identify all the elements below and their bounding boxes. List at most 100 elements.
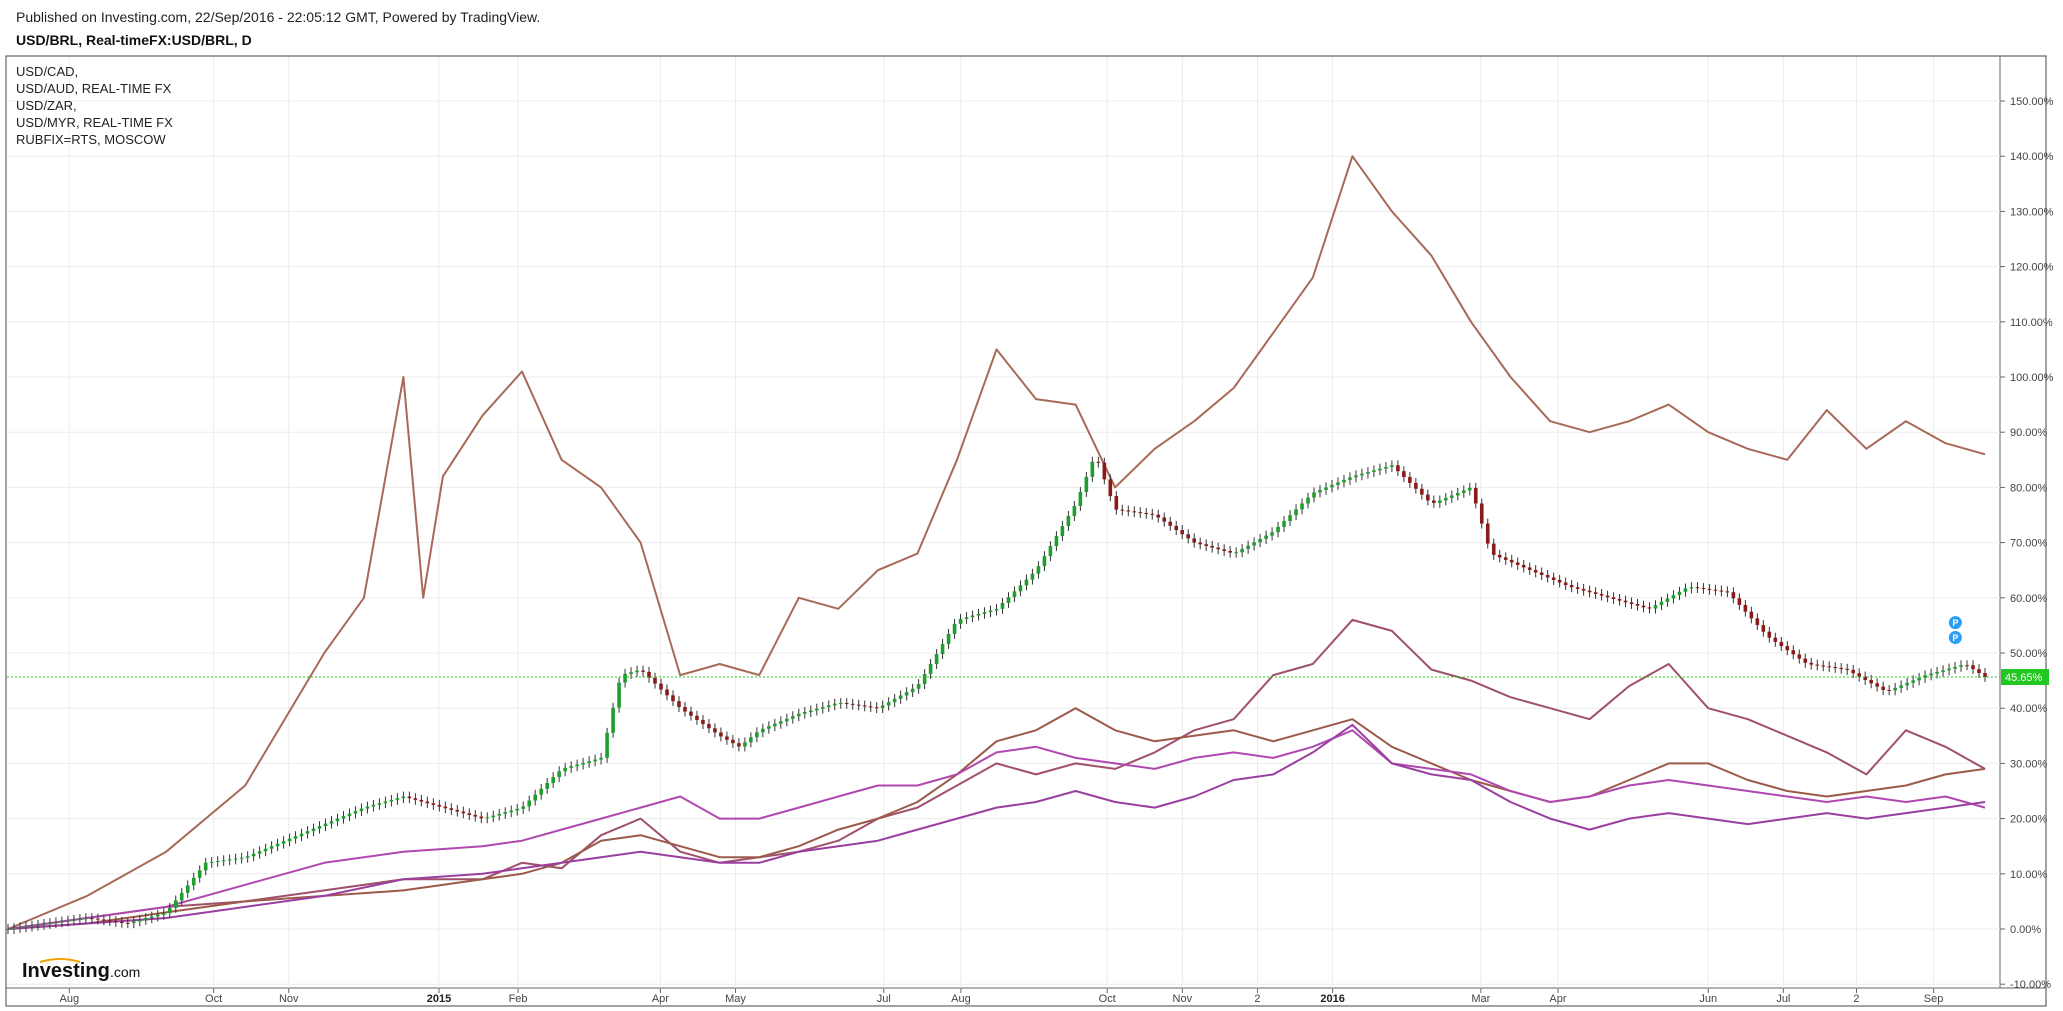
candle-body bbox=[862, 705, 867, 707]
candle-body bbox=[1971, 665, 1975, 670]
candle-body bbox=[1168, 521, 1173, 526]
candle-body bbox=[1647, 607, 1652, 609]
candle-body bbox=[66, 920, 70, 922]
candle-body bbox=[916, 684, 921, 689]
candle-body bbox=[713, 728, 717, 733]
candle-body bbox=[1527, 567, 1532, 570]
candle-body bbox=[48, 923, 52, 925]
x-tick-label: Nov bbox=[1173, 993, 1193, 1005]
candle-body bbox=[521, 806, 526, 809]
candle-body bbox=[575, 764, 579, 767]
candle-body bbox=[1192, 538, 1196, 543]
candle-body bbox=[1336, 482, 1340, 485]
last-price-label: 45.65% bbox=[2001, 669, 2049, 686]
candle-body bbox=[1839, 667, 1844, 669]
candle-body bbox=[1503, 557, 1508, 560]
candle-body bbox=[503, 812, 508, 814]
candle-body bbox=[1701, 588, 1706, 590]
candle-body bbox=[1479, 503, 1484, 524]
candle-body bbox=[191, 877, 196, 886]
candle-body bbox=[413, 798, 418, 800]
chart-frame bbox=[5, 55, 2047, 1007]
candle-body bbox=[1635, 603, 1640, 606]
candle-body bbox=[1120, 509, 1125, 511]
candle-body bbox=[1078, 491, 1083, 506]
x-tick-label: Apr bbox=[1549, 993, 1566, 1005]
chart-grid bbox=[7, 57, 2000, 988]
series-layer bbox=[7, 155, 1986, 930]
candle-body bbox=[1354, 475, 1358, 478]
candle-body bbox=[1941, 670, 1945, 672]
candle-body bbox=[1815, 664, 1820, 666]
candle-body bbox=[287, 838, 292, 842]
candle-body bbox=[970, 615, 975, 618]
candle-body bbox=[719, 732, 723, 737]
candle-body bbox=[934, 654, 939, 665]
candle-body bbox=[18, 927, 22, 929]
candle-body bbox=[317, 826, 322, 829]
candle-body bbox=[209, 861, 214, 863]
candle-body bbox=[365, 806, 370, 809]
candle-body bbox=[892, 698, 897, 703]
candle-body bbox=[1024, 579, 1029, 586]
candle-body bbox=[1629, 602, 1634, 604]
candle-body bbox=[1665, 598, 1670, 602]
candle-body bbox=[874, 707, 879, 709]
candle-body bbox=[749, 737, 753, 743]
candle-body bbox=[233, 858, 238, 860]
y-tick-label: 70.00% bbox=[2010, 538, 2048, 550]
candle-body bbox=[976, 613, 981, 616]
candle-body bbox=[773, 723, 777, 727]
candle-body bbox=[1725, 591, 1730, 593]
candle-body bbox=[1563, 582, 1568, 586]
candle-body bbox=[1102, 462, 1107, 480]
series-line-5 bbox=[7, 723, 1986, 930]
candle-body bbox=[958, 618, 963, 624]
candle-body bbox=[701, 719, 705, 725]
candle-body bbox=[1060, 526, 1065, 537]
candle-body bbox=[60, 921, 64, 923]
candle-body bbox=[281, 841, 286, 844]
candle-body bbox=[1096, 461, 1101, 463]
candle-body bbox=[785, 718, 789, 722]
candle-body bbox=[683, 707, 687, 712]
y-tick-label: 20.00% bbox=[2010, 814, 2048, 826]
candle-body bbox=[1863, 676, 1867, 680]
candle-body bbox=[605, 732, 609, 758]
candle-body bbox=[1695, 587, 1700, 589]
candle-body bbox=[910, 688, 915, 693]
candle-body bbox=[1869, 679, 1873, 684]
candle-body bbox=[1132, 511, 1137, 513]
dividend-markers[interactable]: PP bbox=[1948, 616, 1962, 645]
series-line-3 bbox=[7, 707, 1986, 930]
candle-body bbox=[1707, 588, 1712, 590]
x-tick-label: Nov bbox=[279, 993, 299, 1005]
candle-body bbox=[587, 761, 591, 763]
candle-body bbox=[1048, 546, 1053, 557]
candle-body bbox=[1090, 461, 1095, 477]
candle-body bbox=[353, 811, 358, 814]
candle-body bbox=[149, 916, 154, 919]
candle-body bbox=[994, 608, 999, 611]
candle-body bbox=[1150, 513, 1155, 515]
candle-body bbox=[1174, 525, 1179, 531]
candle-body bbox=[227, 859, 232, 861]
candle-body bbox=[761, 728, 765, 733]
candle-body bbox=[617, 682, 621, 708]
candle-body bbox=[84, 918, 88, 920]
dividend-marker bbox=[1948, 616, 1962, 630]
x-tick-label: Apr bbox=[652, 993, 669, 1005]
x-tick-label: Jul bbox=[1776, 993, 1790, 1005]
legend-usd-zar: USD/ZAR, bbox=[16, 98, 77, 113]
legend-usd-aud: USD/AUD, REAL-TIME FX bbox=[16, 81, 172, 96]
candle-body bbox=[1641, 605, 1646, 608]
candle-body bbox=[1246, 545, 1250, 549]
candle-body bbox=[1162, 517, 1167, 522]
y-tick-label: 10.00% bbox=[2010, 869, 2048, 881]
candle-body bbox=[1216, 547, 1220, 550]
candle-body bbox=[269, 846, 274, 849]
candle-body bbox=[1300, 503, 1304, 510]
candle-body bbox=[1983, 673, 1987, 678]
candle-body bbox=[401, 796, 406, 799]
